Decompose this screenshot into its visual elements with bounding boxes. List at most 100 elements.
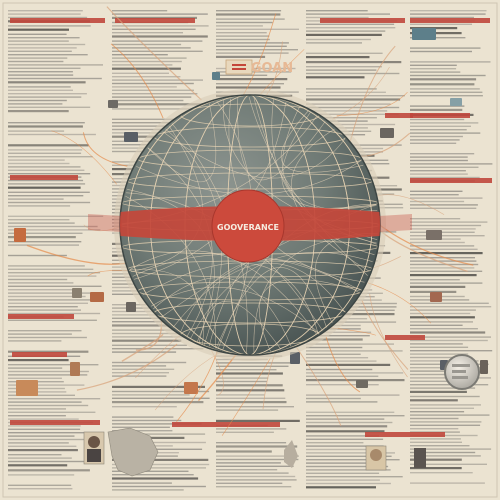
center-badge xyxy=(211,189,285,263)
map-shape-icon xyxy=(107,427,159,477)
thumbnail xyxy=(412,28,436,40)
text-line xyxy=(410,290,457,293)
text-line xyxy=(8,225,98,228)
text-line xyxy=(410,118,465,121)
text-line xyxy=(306,469,391,471)
text-line xyxy=(8,469,90,472)
text-line xyxy=(306,418,385,420)
text-line xyxy=(216,377,269,379)
text-line xyxy=(306,435,379,437)
text-line xyxy=(306,486,376,489)
text-line xyxy=(112,122,171,124)
network-curve xyxy=(221,358,271,436)
text-line xyxy=(8,183,86,185)
text-line xyxy=(410,380,460,382)
text-line xyxy=(112,13,208,15)
text-line xyxy=(410,176,480,179)
text-line xyxy=(8,367,63,369)
top-banner: GOAN xyxy=(225,59,293,76)
text-line xyxy=(410,356,457,359)
text-line xyxy=(8,169,85,171)
text-line xyxy=(306,421,393,424)
text-line xyxy=(216,479,297,481)
text-line xyxy=(306,482,391,485)
map-fragment-icon xyxy=(284,440,298,468)
text-line xyxy=(306,384,379,386)
text-line xyxy=(8,37,80,39)
mesh-chord xyxy=(280,110,364,173)
thumbnail xyxy=(124,132,138,142)
text-line xyxy=(216,71,292,73)
text-line xyxy=(8,16,88,19)
text-line xyxy=(410,125,471,127)
text-line xyxy=(410,166,479,168)
text-line xyxy=(8,186,81,189)
text-line xyxy=(306,401,378,403)
header-bar xyxy=(385,113,413,118)
text-line xyxy=(8,47,77,49)
text-line xyxy=(410,448,492,450)
text-line xyxy=(410,428,459,430)
mesh-chord xyxy=(190,252,373,339)
network-curve xyxy=(51,130,117,185)
text-line xyxy=(8,457,72,459)
text-line xyxy=(216,455,299,457)
text-line xyxy=(8,106,91,108)
text-line xyxy=(8,398,101,400)
text-line xyxy=(112,32,183,34)
text-line xyxy=(112,28,196,30)
mesh-chord xyxy=(153,277,292,347)
text-line xyxy=(410,207,477,209)
text-line xyxy=(112,317,172,319)
red-header-bars xyxy=(8,18,492,437)
text-line xyxy=(410,309,476,311)
text-line xyxy=(410,218,461,220)
text-line xyxy=(306,465,389,468)
text-line xyxy=(216,67,296,70)
text-line xyxy=(8,93,87,95)
text-line xyxy=(112,103,210,106)
text-line xyxy=(306,23,395,25)
text-line xyxy=(8,71,73,73)
text-line xyxy=(8,241,82,243)
thumbnail-icons xyxy=(14,28,488,396)
text-line xyxy=(306,66,382,68)
text-line xyxy=(410,472,473,474)
text-line xyxy=(410,163,493,165)
network-curve xyxy=(121,333,164,362)
text-line xyxy=(410,331,486,334)
text-line xyxy=(306,448,378,451)
text-line xyxy=(112,72,169,74)
text-line xyxy=(112,324,185,327)
text-line xyxy=(410,260,477,262)
text-line xyxy=(306,56,370,59)
text-line xyxy=(8,166,81,168)
text-line xyxy=(410,74,486,77)
text-line xyxy=(8,312,101,315)
text-line xyxy=(8,74,74,76)
thumbnail xyxy=(430,292,442,302)
text-line xyxy=(8,86,71,88)
mesh-chord xyxy=(291,128,370,272)
text-line xyxy=(306,110,388,112)
text-line xyxy=(216,362,299,364)
text-line xyxy=(410,173,468,175)
network-curve xyxy=(76,343,178,391)
network-curve xyxy=(336,91,408,117)
text-line xyxy=(410,10,487,12)
text-line xyxy=(306,438,384,440)
text-line xyxy=(306,455,392,457)
text-line xyxy=(410,248,478,250)
text-line xyxy=(216,428,287,430)
text-line xyxy=(112,448,203,450)
header-bar xyxy=(410,113,470,118)
text-line xyxy=(8,173,91,175)
text-line xyxy=(112,40,203,42)
text-line xyxy=(216,419,300,422)
text-line xyxy=(216,486,292,488)
mesh-chord xyxy=(129,250,317,335)
text-line xyxy=(410,228,476,230)
text-line xyxy=(112,336,205,338)
text-line xyxy=(8,125,83,128)
text-line xyxy=(216,365,289,367)
